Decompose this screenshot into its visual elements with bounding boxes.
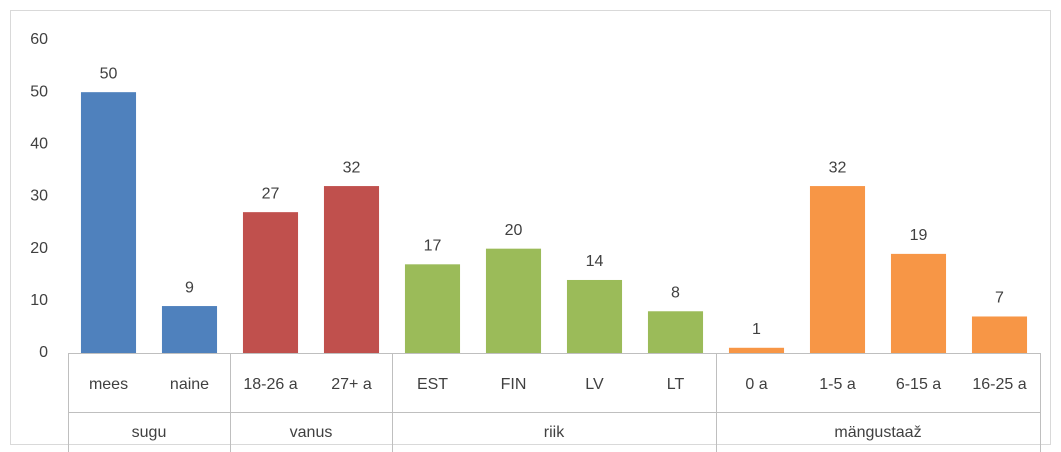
x-tick-label: 27+ a: [331, 376, 372, 393]
x-tick-label: 16-25 a: [972, 376, 1026, 393]
bar: [890, 253, 947, 353]
y-tick-label: 20: [30, 240, 48, 257]
value-label: 7: [995, 290, 1004, 307]
value-label: 50: [100, 65, 118, 82]
group-label: mängustaaž: [834, 424, 921, 441]
group-label: sugu: [132, 424, 167, 441]
x-tick-label: 0 a: [745, 376, 767, 393]
bar: [242, 212, 299, 353]
bar: [566, 279, 623, 353]
y-tick-label: 0: [39, 344, 48, 361]
x-tick-label: 6-15 a: [896, 376, 941, 393]
value-label: 9: [185, 279, 194, 296]
x-tick-label: 18-26 a: [243, 376, 297, 393]
bar: [161, 306, 218, 353]
bar: [404, 264, 461, 353]
y-tick-label: 10: [30, 292, 48, 309]
x-tick-label: naine: [170, 376, 209, 393]
chart-border: [10, 10, 1051, 445]
bar: [80, 92, 137, 354]
x-tick-label: mees: [89, 376, 128, 393]
value-label: 19: [910, 227, 928, 244]
x-tick-label: 1-5 a: [819, 376, 856, 393]
bar: [971, 316, 1028, 353]
y-tick-label: 30: [30, 188, 48, 205]
group-label: vanus: [290, 424, 333, 441]
bar: [728, 347, 785, 353]
value-label: 32: [829, 159, 847, 176]
value-label: 1: [752, 321, 761, 338]
value-label: 32: [343, 159, 361, 176]
value-label: 8: [671, 284, 680, 301]
bar: [809, 186, 866, 353]
y-tick-label: 60: [30, 31, 48, 48]
y-tick-label: 40: [30, 136, 48, 153]
group-label: riik: [544, 424, 565, 441]
x-tick-label: FIN: [501, 376, 527, 393]
x-tick-label: LT: [667, 376, 685, 393]
y-tick-label: 50: [30, 83, 48, 100]
bar: [323, 186, 380, 353]
value-label: 27: [262, 185, 280, 202]
x-tick-label: LV: [585, 376, 604, 393]
x-tick-label: EST: [417, 376, 448, 393]
value-label: 17: [424, 238, 442, 255]
bar: [647, 311, 704, 353]
value-label: 20: [505, 222, 523, 239]
value-label: 14: [586, 253, 604, 270]
bar: [485, 248, 542, 353]
